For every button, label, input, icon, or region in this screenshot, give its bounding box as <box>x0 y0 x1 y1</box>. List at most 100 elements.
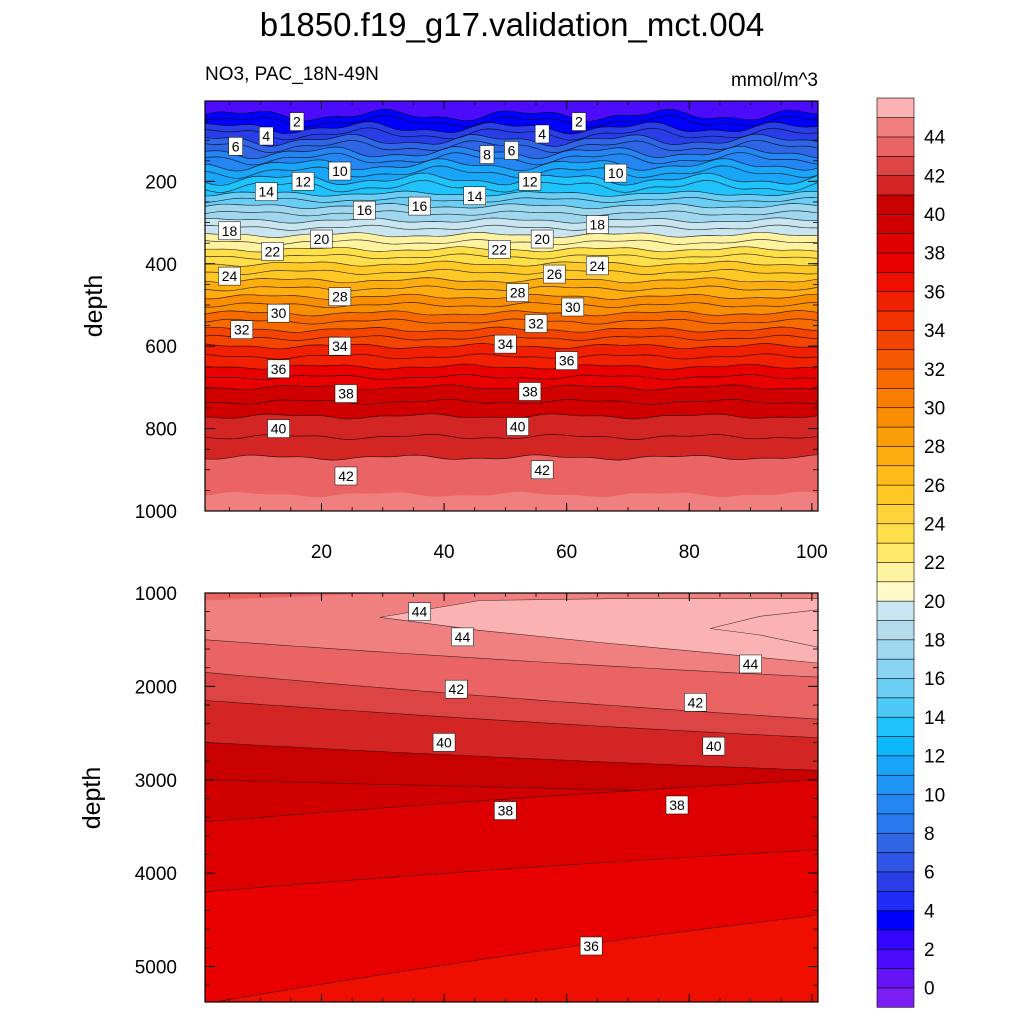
top-contour-label: 34 <box>494 334 517 354</box>
bottom-contour-band <box>214 914 818 1002</box>
top-contour-line <box>205 196 818 203</box>
top-contour-label-text: 38 <box>522 384 538 400</box>
colorbar-swatch <box>876 697 915 718</box>
top-contour-label: 14 <box>463 186 486 206</box>
bottom-contour-label-text: 40 <box>706 738 722 754</box>
bottom-panel-frame <box>204 592 819 1003</box>
top-contour-label-text: 6 <box>508 142 516 158</box>
top-contour-label: 38 <box>334 384 358 403</box>
top-contour-label: 42 <box>530 460 554 480</box>
colorbar-swatch <box>876 349 915 370</box>
bottom-contour-band <box>379 598 818 664</box>
top-contour-label: 20 <box>310 229 333 249</box>
top-contour-label: 28 <box>506 283 529 302</box>
top-contour-line <box>205 268 818 275</box>
colorbar-swatch <box>876 774 915 795</box>
top-contour-line <box>205 326 818 333</box>
colorbar-label: 4 <box>924 901 935 922</box>
top-contour-label: 22 <box>261 242 284 261</box>
top-contour-label-text: 42 <box>534 462 550 478</box>
top-contour-label: 6 <box>228 137 243 156</box>
colorbar-label: 22 <box>924 553 945 574</box>
colorbar-swatch <box>876 465 915 486</box>
colorbar-label: 42 <box>924 166 945 187</box>
top-contour-label-text: 32 <box>528 316 544 332</box>
bottom-contour-label: 38 <box>494 801 517 820</box>
top-contour-line <box>205 165 818 179</box>
top-contour-label: 12 <box>291 172 315 191</box>
top-contour-label-text: 20 <box>314 231 330 247</box>
top-contour-band-43 <box>205 491 818 511</box>
colorbar-swatch <box>876 542 915 563</box>
top-contour-label-text: 26 <box>547 266 563 282</box>
top-contour-label: 40 <box>506 417 529 436</box>
top-contour-label-text: 22 <box>265 243 281 259</box>
colorbar-label: 0 <box>924 979 935 1000</box>
colorbar-swatch <box>876 175 915 196</box>
top-y-tick-label: 400 <box>145 255 177 276</box>
top-contour-line <box>205 108 818 122</box>
top-contour-label: 20 <box>530 229 554 249</box>
top-contour-label-text: 32 <box>234 322 250 338</box>
top-x-tick-label: 100 <box>796 542 828 563</box>
top-contour-line <box>205 454 818 461</box>
top-contour-line <box>205 217 818 224</box>
top-contour-label-text: 12 <box>522 173 538 189</box>
top-contour-label: 4 <box>534 124 550 144</box>
bottom-contour-label: 44 <box>739 654 762 674</box>
top-contour-line <box>205 224 817 231</box>
bottom-contour-label: 36 <box>579 936 603 956</box>
top-panel-axes: 20 40 60 80 100 200 400 600 800 1000 <box>135 101 828 563</box>
top-panel-contour-lines <box>205 108 818 461</box>
colorbar-swatch <box>876 117 915 138</box>
top-contour-label-text: 8 <box>483 147 491 163</box>
bottom-y-tick-label: 3000 <box>135 771 177 792</box>
top-contour-label-text: 28 <box>332 289 348 305</box>
top-contour-line <box>205 384 817 391</box>
top-contour-label-text: 36 <box>559 353 575 369</box>
top-contour-line <box>205 374 818 381</box>
top-contour-label-text: 34 <box>498 336 514 352</box>
top-contour-label-text: 20 <box>534 231 550 247</box>
top-contour-label: 16 <box>353 200 376 220</box>
top-contour-label: 26 <box>543 264 566 284</box>
colorbar-label: 16 <box>924 669 945 690</box>
top-contour-label-text: 42 <box>338 468 354 484</box>
bottom-contour-label-text: 38 <box>669 797 685 813</box>
bottom-panel-y-axis-label: depth <box>78 767 106 830</box>
colorbar-swatch <box>876 619 915 641</box>
top-contour-label: 34 <box>328 336 352 356</box>
top-contour-label: 22 <box>487 240 511 259</box>
top-contour-label: 32 <box>524 314 548 333</box>
colorbar-swatch <box>876 523 915 544</box>
top-contour-label: 18 <box>218 221 241 241</box>
chart-title: b1850.f19_g17.validation_mct.004 <box>260 6 765 43</box>
top-contour-line <box>205 277 818 284</box>
top-contour-label-text: 4 <box>538 126 546 142</box>
top-contour-label: 2 <box>289 112 305 131</box>
bottom-contour-label-text: 42 <box>449 681 465 697</box>
colorbar-swatch <box>876 97 915 118</box>
colorbar-swatch <box>876 445 915 467</box>
top-contour-label: 30 <box>267 303 290 323</box>
top-contour-line <box>205 310 818 317</box>
top-contour-label: 10 <box>604 163 627 183</box>
colorbar-swatch <box>876 291 915 312</box>
top-panel-frame <box>204 100 819 512</box>
bottom-panel-contour-fill <box>205 593 818 1002</box>
colorbar-swatch <box>876 677 915 699</box>
top-y-tick-label: 1000 <box>135 502 177 523</box>
colorbar-swatch <box>876 968 915 989</box>
colorbar-label: 30 <box>924 398 945 419</box>
colorbar-swatch <box>876 600 915 621</box>
bottom-contour-label: 40 <box>432 733 456 752</box>
top-contour-label: 24 <box>218 266 241 286</box>
top-contour-line <box>205 210 818 217</box>
top-contour-line <box>205 190 818 197</box>
top-contour-line <box>205 239 818 246</box>
top-contour-line <box>205 260 818 267</box>
colorbar-label: 14 <box>924 708 946 729</box>
top-contour-label: 12 <box>518 172 542 191</box>
